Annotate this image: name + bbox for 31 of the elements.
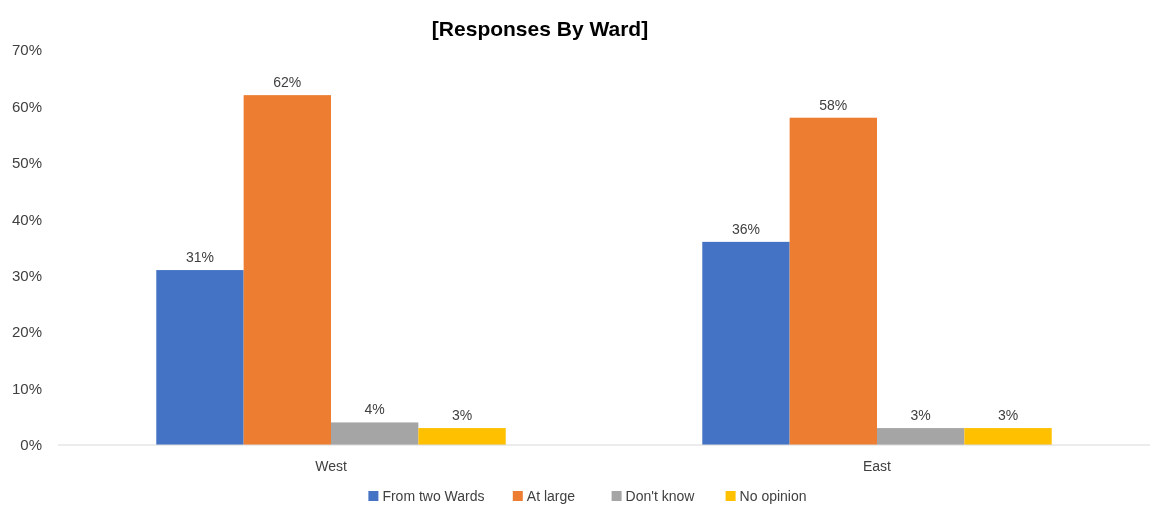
y-tick-label: 60% xyxy=(11,97,42,115)
bar xyxy=(702,241,790,445)
y-tick-label: 50% xyxy=(11,154,42,172)
y-tick-label: 20% xyxy=(11,323,42,341)
data-label: 62% xyxy=(273,74,302,91)
x-tick-label: East xyxy=(862,458,892,474)
data-label: 3% xyxy=(451,407,473,424)
bar xyxy=(331,422,419,445)
x-tick-label: West xyxy=(315,458,347,474)
legend-label: No opinion xyxy=(739,488,807,504)
data-label: 58% xyxy=(819,96,848,113)
y-tick-label: 0% xyxy=(20,436,42,454)
bar xyxy=(156,270,244,445)
y-tick-label: 70% xyxy=(11,41,42,59)
legend-label: At large xyxy=(526,488,576,504)
y-tick-label: 10% xyxy=(11,379,42,397)
data-label: 3% xyxy=(910,407,931,424)
bar xyxy=(877,428,965,445)
chart-title: [Responses By Ward] xyxy=(431,17,649,40)
data-label: 4% xyxy=(364,401,385,418)
y-tick-label: 30% xyxy=(11,266,42,284)
data-label: 36% xyxy=(731,220,760,237)
bar xyxy=(789,117,877,445)
legend-label: From two Wards xyxy=(382,488,485,504)
bar xyxy=(243,95,331,445)
bar xyxy=(964,428,1052,445)
data-label: 31% xyxy=(185,249,214,266)
legend-label: Don't know xyxy=(625,488,696,504)
y-tick-label: 40% xyxy=(11,210,42,228)
bar xyxy=(418,428,506,445)
data-label: 3% xyxy=(997,407,1019,424)
